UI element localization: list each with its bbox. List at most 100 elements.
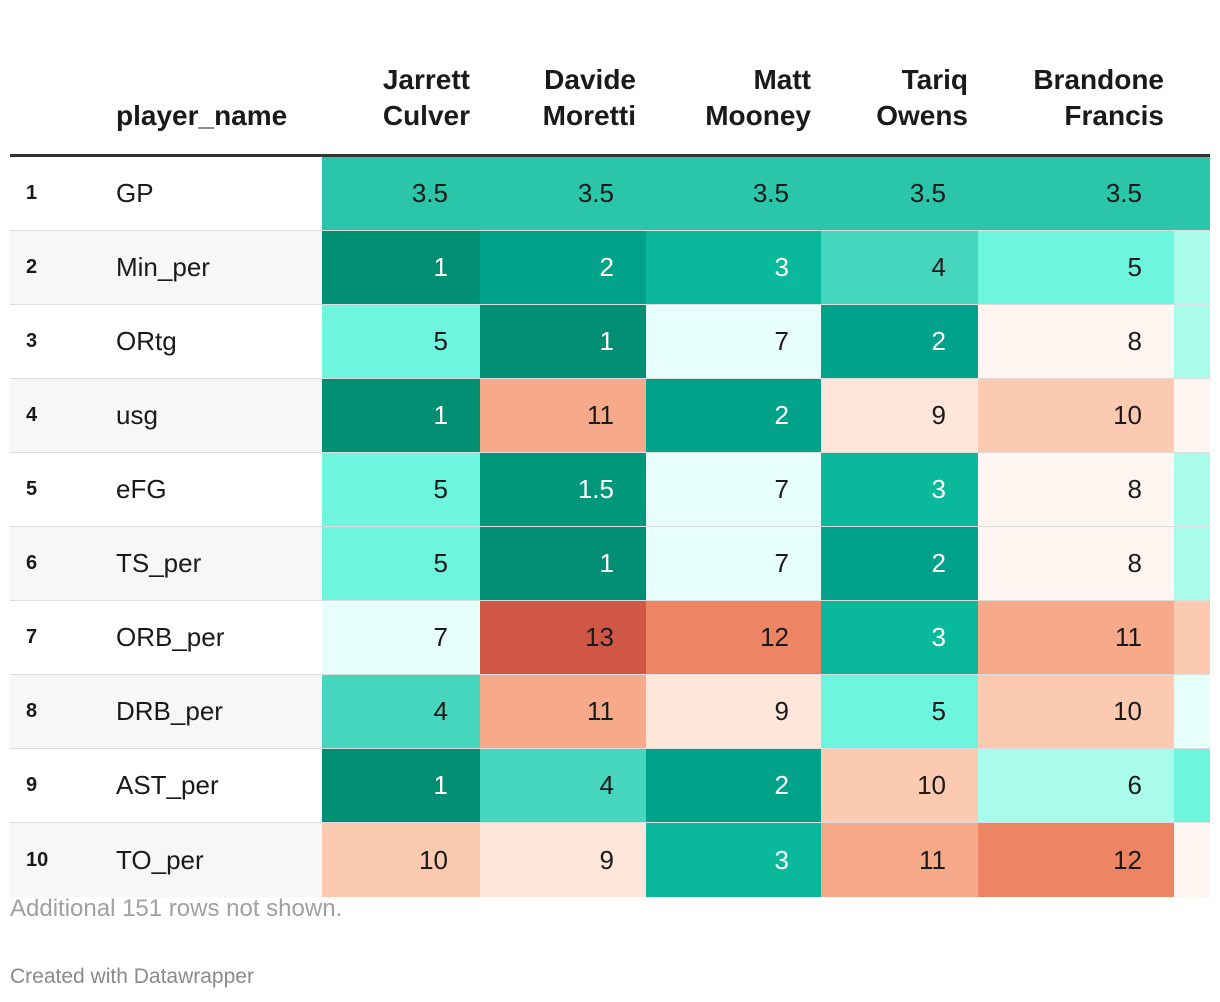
row-metric-name: DRB_per	[86, 674, 322, 749]
data-table-wrapper: player_name Jarrett Culver Davide Moretti Ma…	[10, 0, 1210, 897]
rank-cell-partial	[1174, 230, 1210, 305]
rank-cell: 3	[821, 452, 978, 527]
row-index: 2	[10, 230, 86, 305]
rank-cell: 9	[821, 378, 978, 453]
rank-cell: 11	[978, 600, 1174, 675]
row-index: 6	[10, 526, 86, 601]
rank-cell: 11	[480, 378, 646, 453]
rank-cell: 3.5	[646, 155, 821, 231]
row-metric-name: TS_per	[86, 526, 322, 601]
table-row: 4 usg 1 11 2 9 10	[10, 378, 1210, 453]
rank-cell: 3	[821, 600, 978, 675]
rank-cell-partial	[1174, 304, 1210, 379]
rank-cell: 2	[480, 230, 646, 305]
table-body: 1 GP 3.5 3.5 3.5 3.5 3.5 2 Min_per 1 2 3 4 5 3 ORtg 5 1 7 2…	[10, 155, 1210, 897]
rank-cell: 1.5	[480, 452, 646, 527]
rank-cell: 12	[978, 822, 1174, 897]
row-metric-name: ORtg	[86, 304, 322, 379]
rank-cell: 13	[480, 600, 646, 675]
rank-cell: 5	[322, 526, 480, 601]
rank-cell: 11	[480, 674, 646, 749]
rank-cell: 7	[646, 526, 821, 601]
rank-cell: 5	[821, 674, 978, 749]
row-metric-name: ORB_per	[86, 600, 322, 675]
datawrapper-credit[interactable]: Created with Datawrapper	[10, 965, 254, 988]
rank-cell: 2	[821, 526, 978, 601]
rank-cell: 4	[821, 230, 978, 305]
rank-cell-partial	[1174, 748, 1210, 823]
rank-cell: 7	[322, 600, 480, 675]
header-player-name[interactable]: player_name	[86, 0, 322, 157]
rank-cell: 3	[646, 230, 821, 305]
header-player-first-name: Davide	[544, 64, 636, 95]
rank-cell-partial	[1174, 155, 1210, 231]
rank-cell: 1	[322, 748, 480, 823]
rank-cell: 2	[646, 748, 821, 823]
row-metric-name: eFG	[86, 452, 322, 527]
table-row: 8 DRB_per 4 11 9 5 10	[10, 674, 1210, 749]
rank-cell-partial	[1174, 822, 1210, 897]
row-index: 10	[10, 822, 86, 897]
header-player-first-name: Tariq	[901, 64, 968, 95]
rank-cell-partial	[1174, 600, 1210, 675]
row-metric-name: AST_per	[86, 748, 322, 823]
header-player-last-name: Culver	[382, 100, 470, 131]
table-row: 3 ORtg 5 1 7 2 8	[10, 304, 1210, 379]
rank-cell: 8	[978, 526, 1174, 601]
rank-cell: 1	[480, 526, 646, 601]
rank-cell: 2	[646, 378, 821, 453]
rank-table: player_name Jarrett Culver Davide Moretti Ma…	[10, 0, 1210, 897]
rank-cell-partial	[1174, 378, 1210, 453]
rank-cell: 8	[978, 304, 1174, 379]
header-player-3[interactable]: Matt Mooney	[646, 0, 821, 157]
header-player-last-name: Moretti	[542, 100, 636, 131]
rank-cell: 8	[978, 452, 1174, 527]
table-row: 5 eFG 5 1.5 7 3 8	[10, 452, 1210, 527]
rank-cell: 4	[322, 674, 480, 749]
rank-cell: 1	[322, 230, 480, 305]
rank-cell: 11	[821, 822, 978, 897]
rank-cell: 9	[480, 822, 646, 897]
table-row: 10 TO_per 10 9 3 11 12	[10, 822, 1210, 897]
header-player-4[interactable]: Tariq Owens	[821, 0, 978, 157]
row-metric-name: TO_per	[86, 822, 322, 897]
rank-cell: 3.5	[978, 155, 1174, 231]
header-player-last-name: Mooney	[705, 100, 811, 131]
rank-cell: 9	[646, 674, 821, 749]
rank-cell: 3.5	[480, 155, 646, 231]
row-index: 4	[10, 378, 86, 453]
rank-cell: 1	[322, 378, 480, 453]
row-metric-name: GP	[86, 155, 322, 231]
header-player-1[interactable]: Jarrett Culver	[322, 0, 480, 157]
rank-cell: 4	[480, 748, 646, 823]
table-row: 2 Min_per 1 2 3 4 5	[10, 230, 1210, 305]
rank-cell: 10	[978, 674, 1174, 749]
header-player-last-name: Owens	[876, 100, 968, 131]
rank-cell: 10	[978, 378, 1174, 453]
row-metric-name: usg	[86, 378, 322, 453]
rank-cell: 10	[322, 822, 480, 897]
rank-cell-partial	[1174, 452, 1210, 527]
rows-not-shown-note: Additional 151 rows not shown.	[10, 895, 343, 922]
header-index	[10, 0, 86, 157]
rank-cell: 6	[978, 748, 1174, 823]
header-player-first-name: Jarrett	[382, 64, 470, 95]
table-header: player_name Jarrett Culver Davide Moretti Ma…	[10, 0, 1210, 157]
header-player-2[interactable]: Davide Moretti	[480, 0, 646, 157]
header-player-6[interactable]	[1174, 0, 1210, 157]
rank-cell: 1	[480, 304, 646, 379]
rank-cell: 3.5	[821, 155, 978, 231]
table-row: 6 TS_per 5 1 7 2 8	[10, 526, 1210, 601]
header-player-5[interactable]: Brandone Francis	[978, 0, 1174, 157]
rank-cell-partial	[1174, 674, 1210, 749]
table-row: 7 ORB_per 7 13 12 3 11	[10, 600, 1210, 675]
row-index: 5	[10, 452, 86, 527]
rank-cell: 10	[821, 748, 978, 823]
rank-cell: 3.5	[322, 155, 480, 231]
row-index: 3	[10, 304, 86, 379]
header-player-first-name: Matt	[753, 64, 811, 95]
rank-cell: 5	[322, 452, 480, 527]
header-player-last-name: Francis	[1064, 100, 1164, 131]
table-row: 1 GP 3.5 3.5 3.5 3.5 3.5	[10, 155, 1210, 231]
rank-cell: 3	[646, 822, 821, 897]
